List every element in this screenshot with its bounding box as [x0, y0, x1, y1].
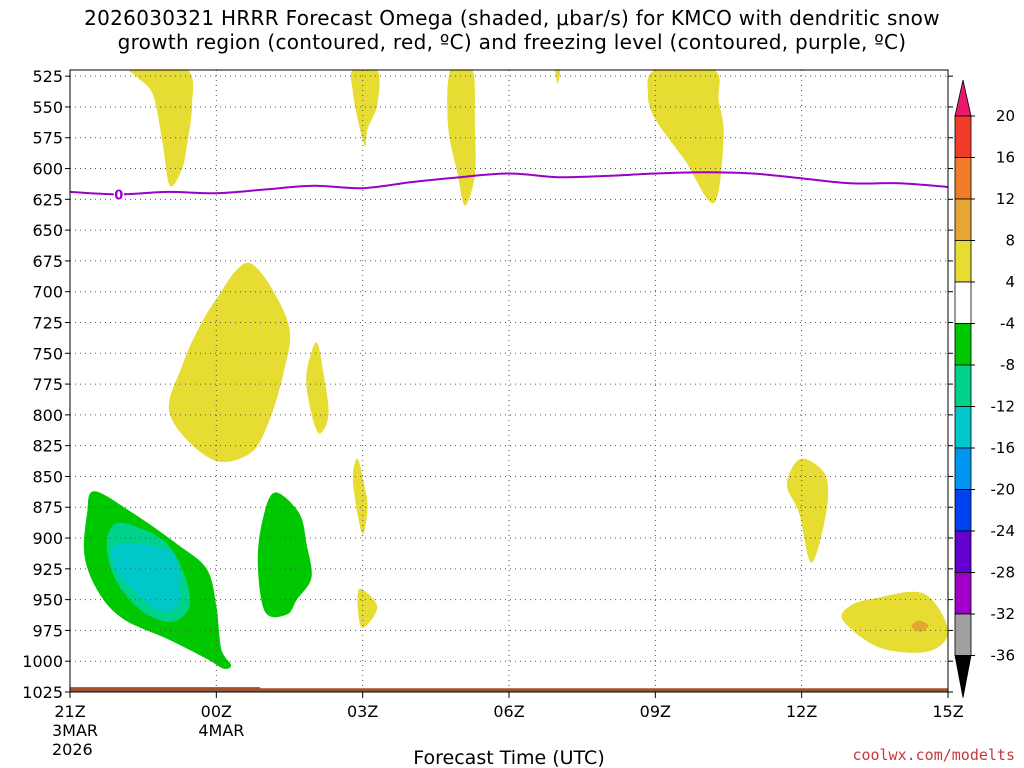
- omega-region-5: [647, 70, 724, 204]
- x-tick-label-21Z: 21Z: [54, 702, 85, 721]
- y-tick-label-850: 850: [32, 467, 63, 486]
- x-tick-date-21Z: 3MAR: [52, 721, 98, 740]
- contour-lines-layer: 0: [69, 171, 949, 203]
- colorbar-label--32: -32: [991, 605, 1016, 623]
- colorbar-bottom-arrow: [954, 655, 972, 698]
- y-tick-label-550: 550: [32, 98, 63, 117]
- colorbar: 20 16 12 8 4 -4 -8 -12 -16 -20 -24 -28 -32 -36: [954, 79, 1016, 698]
- x-tick-label-12Z: 12Z: [786, 702, 817, 721]
- credit-link[interactable]: coolwx.com/modelts: [852, 746, 1015, 764]
- freezing-level-contour: [69, 171, 949, 196]
- x-tick-label-09Z: 09Z: [640, 702, 671, 721]
- colorbar-label-4: 4: [1005, 273, 1015, 291]
- x-tick-date-00Z: 4MAR: [198, 721, 244, 740]
- freezing-level-label-bg: [113, 186, 124, 202]
- colorbar-segment-3: [954, 198, 972, 241]
- y-tick-label-725: 725: [32, 313, 63, 332]
- colorbar-segment-2: [954, 157, 972, 200]
- y-tick-label-675: 675: [32, 252, 63, 271]
- omega-region-16: [257, 492, 312, 618]
- chart-title-line-2: growth region (contoured, red, ºC) and f…: [117, 30, 907, 54]
- x-tick-label-03Z: 03Z: [347, 702, 378, 721]
- omega-region-1: [129, 70, 194, 187]
- colorbar-label--16: -16: [991, 439, 1016, 457]
- y-tick-label-800: 800: [32, 406, 63, 425]
- omega-region-8: [352, 458, 368, 535]
- freezing-level-label: 0: [114, 188, 123, 203]
- x-tick-label-00Z: 00Z: [201, 702, 232, 721]
- colorbar-segment-6: [954, 323, 972, 366]
- colorbar-segment-8: [954, 406, 972, 449]
- colorbar-label-20: 20: [996, 107, 1015, 125]
- colorbar-segment-4: [954, 240, 972, 283]
- colorbar-segment-12: [954, 572, 972, 615]
- y-tick-label-950: 950: [32, 591, 63, 610]
- colorbar-segment-11: [954, 530, 972, 573]
- colorbar-label-8: 8: [1005, 232, 1015, 250]
- omega-region-6: [168, 262, 291, 462]
- x-axis-label: Forecast Time (UTC): [413, 747, 604, 768]
- colorbar-segment-13: [954, 613, 972, 656]
- y-tick-label-700: 700: [32, 283, 63, 302]
- y-tick-label-1025: 1025: [22, 683, 63, 702]
- omega-region-11: [841, 591, 948, 653]
- colorbar-label--36: -36: [991, 647, 1016, 665]
- omega-region-12: [911, 620, 929, 632]
- colorbar-label-16: 16: [996, 149, 1015, 167]
- y-tick-label-650: 650: [32, 221, 63, 240]
- y-tick-label-900: 900: [32, 529, 63, 548]
- omega-region-9: [357, 588, 378, 628]
- colorbar-label-12: 12: [996, 190, 1015, 208]
- grid-layer: [70, 70, 948, 692]
- y-tick-label-825: 825: [32, 437, 63, 456]
- y-tick-label-775: 775: [32, 375, 63, 394]
- chart-title-line-1: 2026030321 HRRR Forecast Omega (shaded, …: [84, 6, 940, 30]
- omega-shading-layer: [70, 70, 948, 692]
- colorbar-segment-10: [954, 489, 972, 532]
- y-tick-label-750: 750: [32, 344, 63, 363]
- y-axis: 525 550 575 600 625 650 675 700 725 750 775 800 825 8…: [22, 67, 953, 702]
- x-tick-label-15Z: 15Z: [932, 702, 963, 721]
- omega-region-7: [306, 342, 329, 434]
- colorbar-segment-1: [954, 115, 972, 158]
- omega-region-3: [447, 70, 476, 206]
- x-tick-year-21Z: 2026: [52, 740, 93, 759]
- x-tick-label-06Z: 06Z: [493, 702, 524, 721]
- omega-region-2: [350, 70, 380, 147]
- y-tick-label-575: 575: [32, 129, 63, 148]
- colorbar-label--4: -4: [1000, 315, 1015, 333]
- y-tick-label-525: 525: [32, 67, 63, 86]
- colorbar-label--12: -12: [991, 398, 1016, 416]
- y-tick-label-1000: 1000: [22, 652, 63, 671]
- omega-region-15: [111, 542, 181, 613]
- y-tick-label-925: 925: [32, 560, 63, 579]
- chart-title: 2026030321 HRRR Forecast Omega (shaded, …: [0, 6, 1024, 54]
- y-tick-label-975: 975: [32, 621, 63, 640]
- ground-surface: [70, 687, 948, 692]
- y-tick-label-875: 875: [32, 498, 63, 517]
- colorbar-label--28: -28: [991, 564, 1016, 582]
- colorbar-segment-9: [954, 447, 972, 490]
- colorbar-label--8: -8: [1000, 356, 1015, 374]
- y-tick-label-625: 625: [32, 190, 63, 209]
- omega-region-10: [786, 458, 829, 563]
- omega-region-4: [555, 70, 561, 84]
- colorbar-segment-5: [954, 281, 972, 324]
- y-tick-label-600: 600: [32, 160, 63, 179]
- colorbar-label--24: -24: [991, 522, 1016, 540]
- colorbar-top-arrow: [954, 79, 972, 117]
- colorbar-segment-7: [954, 364, 972, 407]
- colorbar-label--20: -20: [991, 481, 1016, 499]
